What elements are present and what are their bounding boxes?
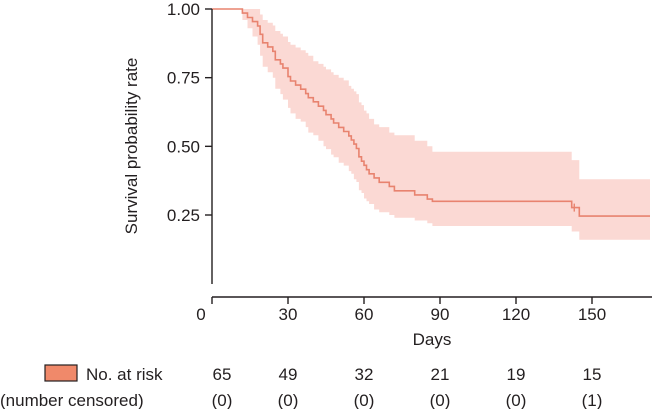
survival-curve-layer: [212, 8, 650, 217]
y-axis-ticks: 0.25 0.50 0.75 1.00: [167, 0, 212, 225]
censored-label: (number censored): [0, 391, 144, 409]
censored-value: (1): [582, 391, 603, 409]
x-axis-ticks: 0306090120150180: [196, 297, 606, 324]
x-tick-label: 30: [279, 305, 298, 324]
at-risk-values: 65493221191515: [213, 365, 602, 384]
at-risk-label: No. at risk: [86, 365, 163, 384]
legend-swatch: [44, 364, 78, 382]
censored-value: (0): [506, 391, 527, 409]
confidence-band-layer: [212, 9, 650, 240]
x-axis-title: Days: [413, 330, 452, 349]
y-tick-label: 0.75: [167, 69, 200, 88]
at-risk-value: 65: [213, 365, 232, 384]
censored-value: (0): [212, 391, 233, 409]
at-risk-value: 49: [279, 365, 298, 384]
censored-values: (0)(0)(0)(0)(0)(1)(1): [212, 391, 603, 409]
y-tick-label: 0.50: [167, 137, 200, 156]
censored-value: (0): [354, 391, 375, 409]
confidence-band: [212, 9, 650, 240]
y-tick-label: 0.25: [167, 206, 200, 225]
x-tick-label: 0: [196, 305, 205, 324]
at-risk-value: 15: [583, 365, 602, 384]
y-axis-title: Survival probability rate: [122, 58, 141, 235]
at-risk-value: 32: [355, 365, 374, 384]
at-risk-value: 19: [507, 365, 526, 384]
risk-table: No. at risk (number censored) 65 49 32 21 19…: [0, 364, 603, 409]
x-tick-label: 150: [578, 305, 606, 324]
x-tick-label: 60: [355, 305, 374, 324]
at-risk-value: 21: [431, 365, 450, 384]
x-tick-label: 120: [502, 305, 530, 324]
survival-curve: [212, 8, 650, 217]
y-tick-label: 1.00: [167, 0, 200, 19]
censored-value: (0): [430, 391, 451, 409]
censored-value: (0): [278, 391, 299, 409]
x-tick-label: 90: [431, 305, 450, 324]
